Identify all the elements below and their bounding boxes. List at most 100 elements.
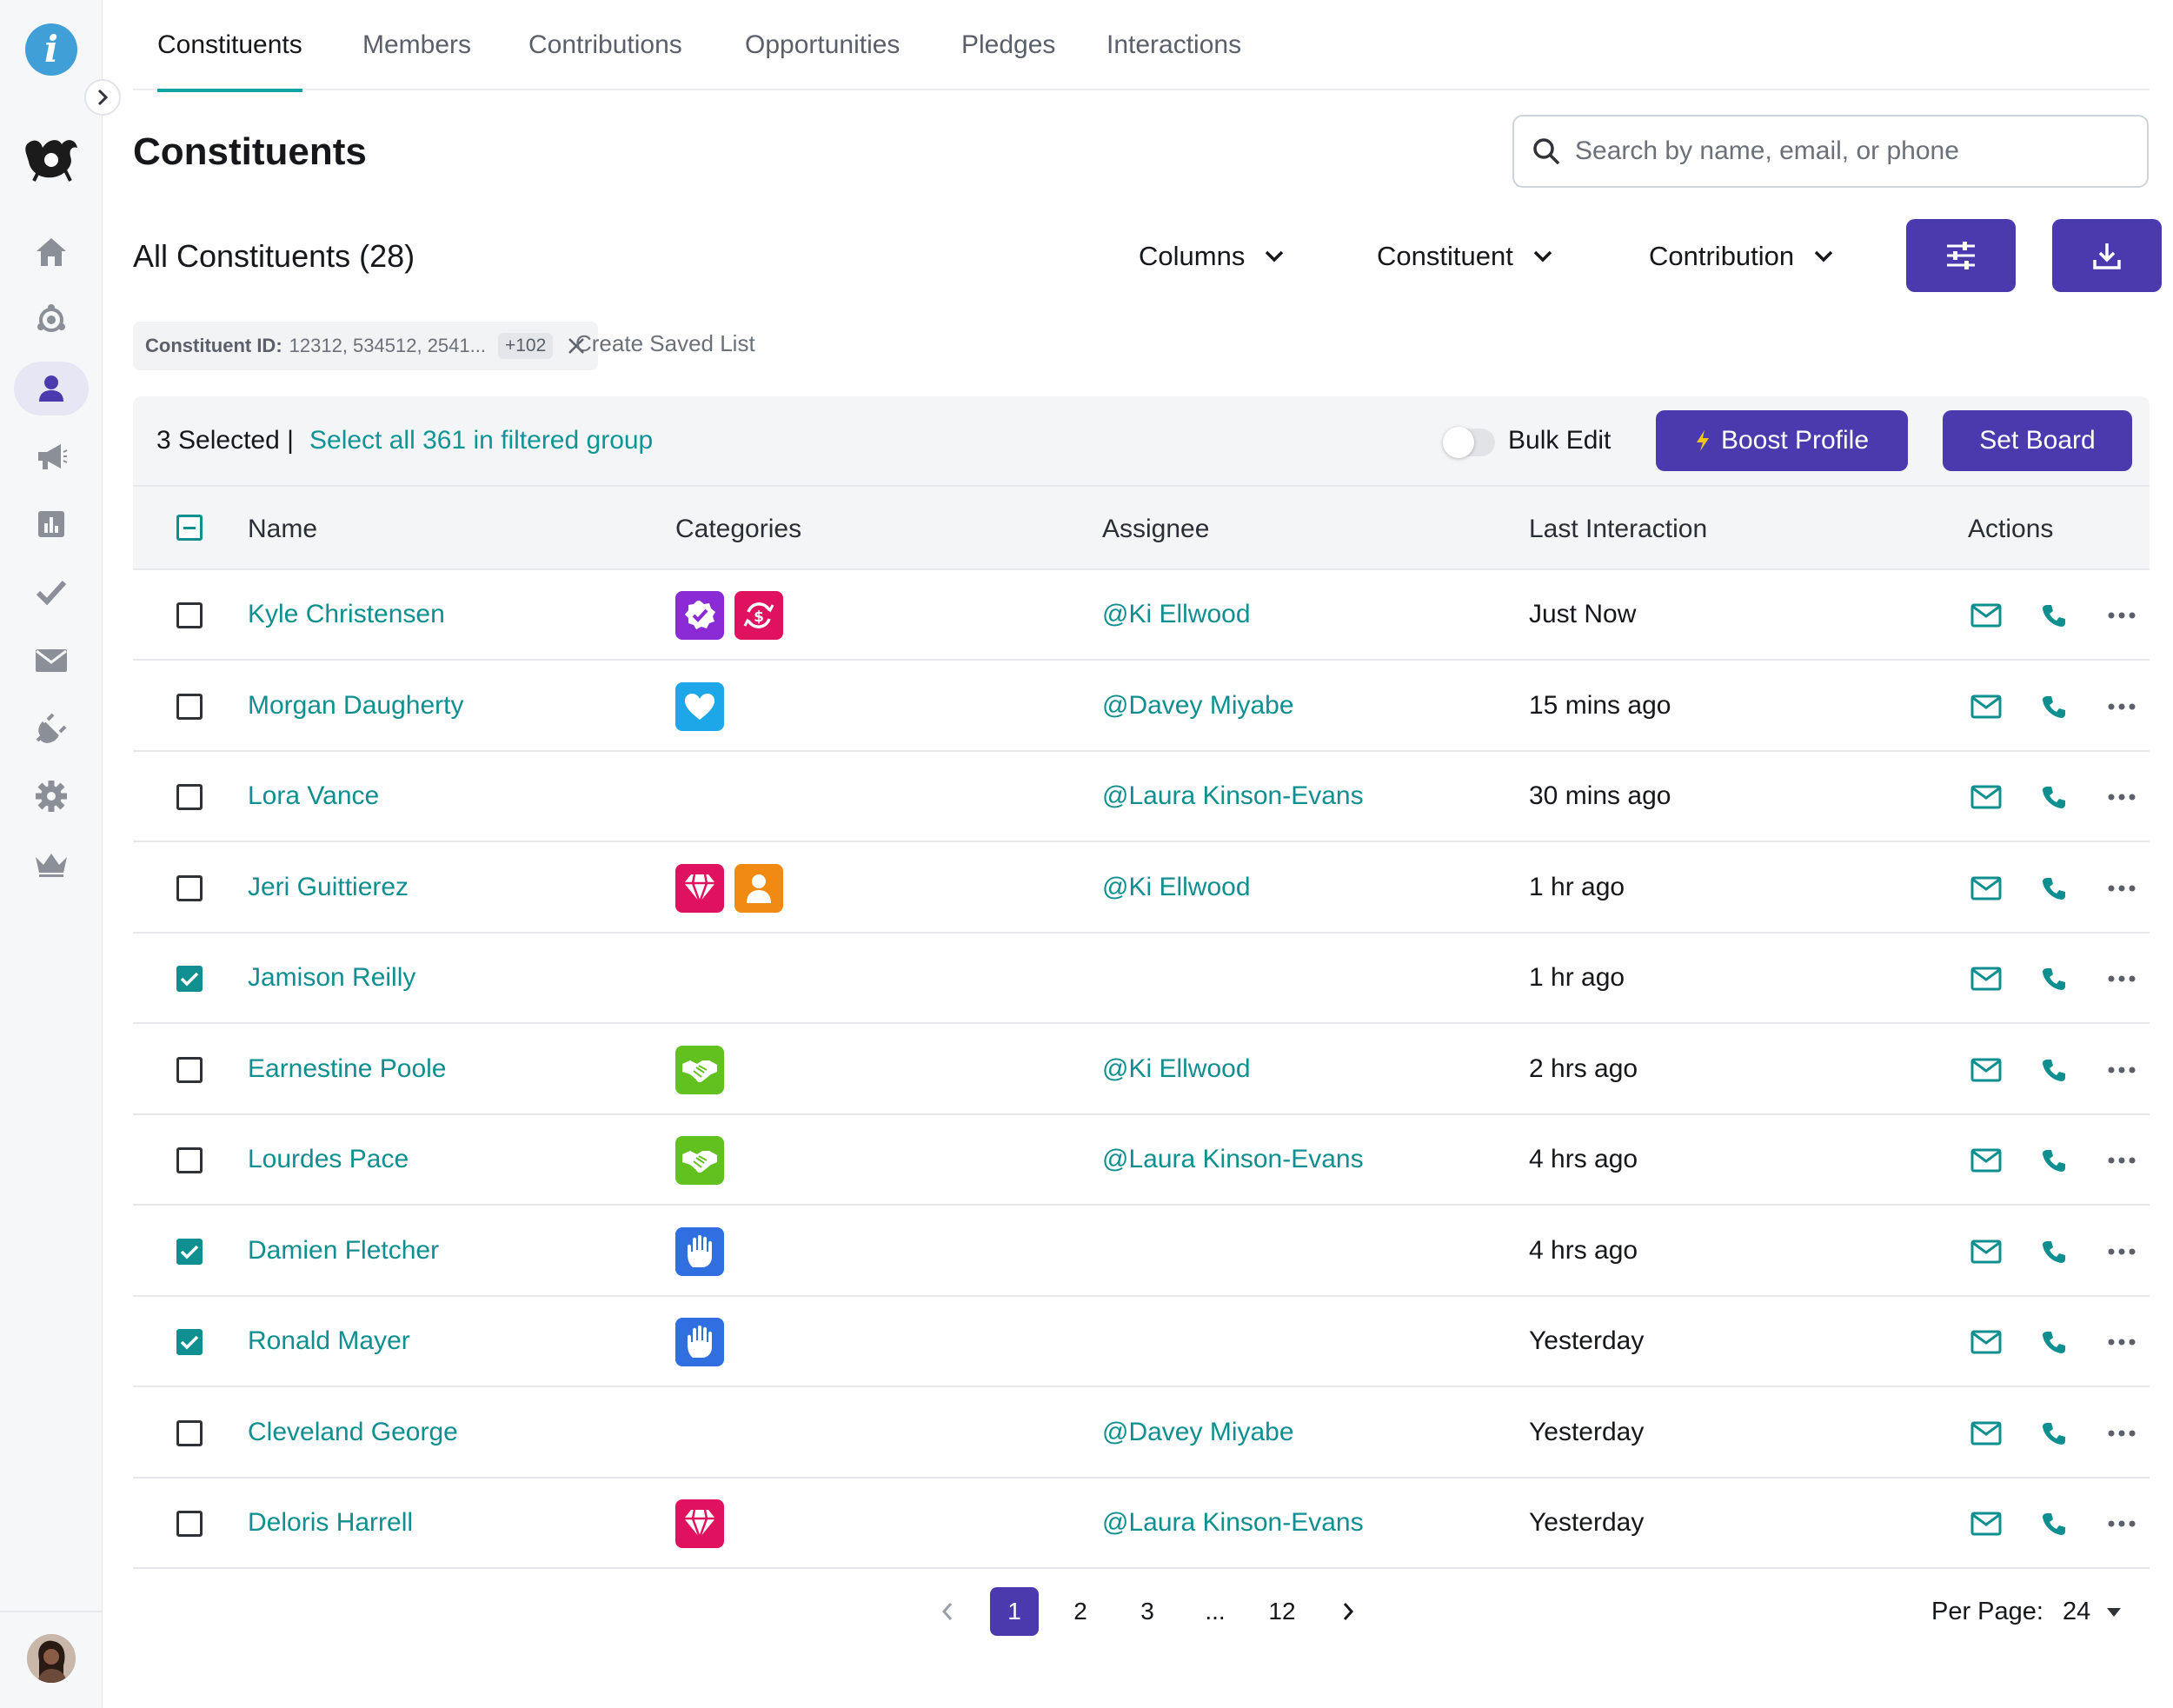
prev-page-button[interactable] — [923, 1587, 972, 1636]
phone-action-button[interactable] — [2037, 873, 2071, 904]
phone-action-button[interactable] — [2037, 1508, 2071, 1539]
phone-action-button[interactable] — [2037, 600, 2071, 631]
column-header-assignee[interactable]: Assignee — [1102, 515, 1210, 543]
search-box[interactable] — [1512, 115, 2149, 188]
diamond-icon[interactable] — [675, 863, 724, 913]
page-button-12[interactable]: 12 — [1268, 1598, 1296, 1625]
more-actions-button[interactable] — [2104, 1054, 2139, 1086]
more-actions-button[interactable] — [2104, 1418, 2139, 1449]
select-all-checkbox[interactable] — [176, 515, 203, 541]
contribution-dropdown[interactable]: Contribution — [1649, 235, 1834, 278]
table-row[interactable]: Lora Vance @Laura Kinson-Evans 30 mins ago — [133, 752, 2150, 842]
more-actions-button[interactable] — [2104, 1236, 2139, 1267]
user-avatar[interactable] — [27, 1634, 76, 1683]
more-actions-button[interactable] — [2104, 1326, 2139, 1358]
constituent-name-link[interactable]: Jeri Guittierez — [248, 872, 409, 901]
row-checkbox[interactable] — [176, 693, 203, 720]
per-page-selector[interactable]: Per Page: 24 — [1931, 1598, 2122, 1626]
phone-action-button[interactable] — [2037, 1236, 2071, 1267]
row-checkbox[interactable] — [176, 1511, 203, 1537]
table-row[interactable]: Jeri Guittierez @Ki Ellwood 1 hr ago — [133, 842, 2150, 934]
phone-action-button[interactable] — [2037, 1145, 2071, 1176]
more-actions-button[interactable] — [2104, 600, 2139, 631]
assignee-link[interactable]: @Ki Ellwood — [1102, 1053, 1251, 1083]
more-actions-button[interactable] — [2104, 1145, 2139, 1176]
constituent-name-link[interactable]: Damien Fletcher — [248, 1235, 440, 1265]
phone-action-button[interactable] — [2037, 963, 2071, 994]
sidebar-collapse-button[interactable] — [84, 79, 121, 116]
nav-settings[interactable] — [14, 769, 89, 823]
constituent-name-link[interactable]: Ronald Mayer — [248, 1326, 410, 1355]
email-action-button[interactable] — [1969, 1418, 2004, 1449]
search-input[interactable] — [1575, 136, 2114, 166]
table-row[interactable]: Morgan Daugherty @Davey Miyabe 15 mins ago — [133, 661, 2150, 752]
table-row[interactable]: Lourdes Pace @Laura Kinson-Evans 4 hrs ago — [133, 1115, 2150, 1206]
row-checkbox[interactable] — [176, 966, 203, 992]
email-action-button[interactable] — [1969, 1054, 2004, 1086]
filter-settings-button[interactable] — [1906, 219, 2016, 292]
constituent-name-link[interactable]: Lourdes Pace — [248, 1145, 409, 1173]
more-actions-button[interactable] — [2104, 691, 2139, 722]
email-action-button[interactable] — [1969, 1508, 2004, 1539]
verified-badge-icon[interactable] — [675, 591, 724, 640]
tab-contributions[interactable]: Contributions — [528, 30, 682, 59]
table-row[interactable]: Kyle Christensen $ @Ki Ellwood Just Now — [133, 570, 2150, 661]
filter-chip-remove[interactable] — [567, 336, 586, 356]
create-saved-list-link[interactable]: Create Saved List — [575, 330, 755, 356]
page-button-1[interactable]: 1 — [990, 1587, 1039, 1636]
bulk-edit-toggle[interactable] — [1443, 427, 1495, 458]
more-actions-button[interactable] — [2104, 1508, 2139, 1539]
table-row[interactable]: Deloris Harrell @Laura Kinson-Evans Yester… — [133, 1479, 2150, 1569]
table-row[interactable]: Cleveland George @Davey Miyabe Yesterday — [133, 1387, 2150, 1479]
column-header-name[interactable]: Name — [248, 515, 318, 543]
recurring-dollar-icon[interactable]: $ — [734, 591, 783, 640]
raised-hand-icon[interactable] — [675, 1318, 724, 1366]
row-checkbox[interactable] — [176, 874, 203, 901]
nav-premium[interactable] — [14, 837, 89, 891]
email-action-button[interactable] — [1969, 691, 2004, 722]
row-checkbox[interactable] — [176, 1329, 203, 1355]
email-action-button[interactable] — [1969, 600, 2004, 631]
constituent-name-link[interactable]: Earnestine Poole — [248, 1053, 447, 1083]
person-icon[interactable] — [734, 863, 783, 913]
nav-campaigns[interactable] — [14, 429, 89, 483]
more-actions-button[interactable] — [2104, 873, 2139, 904]
assignee-link[interactable]: @Ki Ellwood — [1102, 872, 1251, 901]
tab-members[interactable]: Members — [362, 30, 472, 59]
table-row[interactable]: Jamison Reilly 1 hr ago — [133, 934, 2150, 1024]
row-checkbox[interactable] — [176, 784, 203, 810]
columns-dropdown[interactable]: Columns — [1139, 235, 1285, 278]
assignee-link[interactable]: @Davey Miyabe — [1102, 690, 1294, 720]
email-action-button[interactable] — [1969, 963, 2004, 994]
download-button[interactable] — [2052, 219, 2162, 292]
raised-hand-icon[interactable] — [675, 1226, 724, 1276]
nav-home[interactable] — [14, 225, 89, 279]
handshake-icon[interactable] — [675, 1045, 724, 1094]
email-action-button[interactable] — [1969, 1145, 2004, 1176]
assignee-link[interactable]: @Laura Kinson-Evans — [1102, 781, 1364, 810]
row-checkbox[interactable] — [176, 1147, 203, 1173]
column-header-categories[interactable]: Categories — [675, 515, 802, 543]
boost-profile-button[interactable]: Boost Profile — [1656, 410, 1908, 471]
table-row[interactable]: Damien Fletcher 4 hrs ago — [133, 1206, 2150, 1297]
page-button-3[interactable]: 3 — [1140, 1598, 1154, 1625]
email-action-button[interactable] — [1969, 1326, 2004, 1358]
constituent-name-link[interactable]: Lora Vance — [248, 781, 380, 810]
constituent-name-link[interactable]: Deloris Harrell — [248, 1508, 414, 1537]
constituent-dropdown[interactable]: Constituent — [1377, 235, 1553, 278]
tab-constituents[interactable]: Constituents — [157, 0, 302, 92]
constituent-name-link[interactable]: Cleveland George — [248, 1417, 458, 1446]
table-row[interactable]: Ronald Mayer Yesterday — [133, 1297, 2150, 1387]
nav-constituents[interactable] — [14, 362, 89, 415]
constituent-name-link[interactable]: Morgan Daugherty — [248, 690, 464, 720]
table-row[interactable]: Earnestine Poole @Ki Ellwood 2 hrs ago — [133, 1024, 2150, 1115]
tab-pledges[interactable]: Pledges — [961, 30, 1056, 59]
tab-interactions[interactable]: Interactions — [1106, 30, 1242, 59]
email-action-button[interactable] — [1969, 1236, 2004, 1267]
more-actions-button[interactable] — [2104, 963, 2139, 994]
handshake-icon[interactable] — [675, 1136, 724, 1185]
phone-action-button[interactable] — [2037, 691, 2071, 722]
email-action-button[interactable] — [1969, 873, 2004, 904]
row-checkbox[interactable] — [176, 1056, 203, 1083]
email-action-button[interactable] — [1969, 781, 2004, 813]
